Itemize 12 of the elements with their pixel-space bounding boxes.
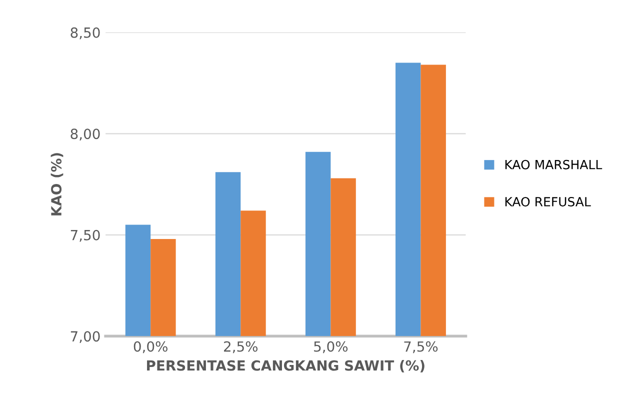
- x-tick-label: 0,0%: [134, 341, 168, 354]
- x-tick-label: 7,5%: [404, 341, 438, 354]
- x-tick-label: 5,0%: [314, 341, 348, 354]
- y-tick-label: 7,00: [70, 331, 100, 344]
- y-tick-label: 7,50: [70, 230, 100, 242]
- x-axis-title: PERSENTASE CANGKANG SAWIT (%): [147, 360, 424, 372]
- y-tick-label: 8,00: [70, 128, 100, 141]
- legend-label: KAO MARSHALL: [505, 160, 602, 170]
- y-axis-title: KAO (%): [50, 153, 64, 216]
- x-tick-label: 2,5%: [224, 341, 258, 354]
- y-tick-label: 8,50: [70, 27, 100, 40]
- legend-label: KAO REFUSAL: [505, 196, 591, 206]
